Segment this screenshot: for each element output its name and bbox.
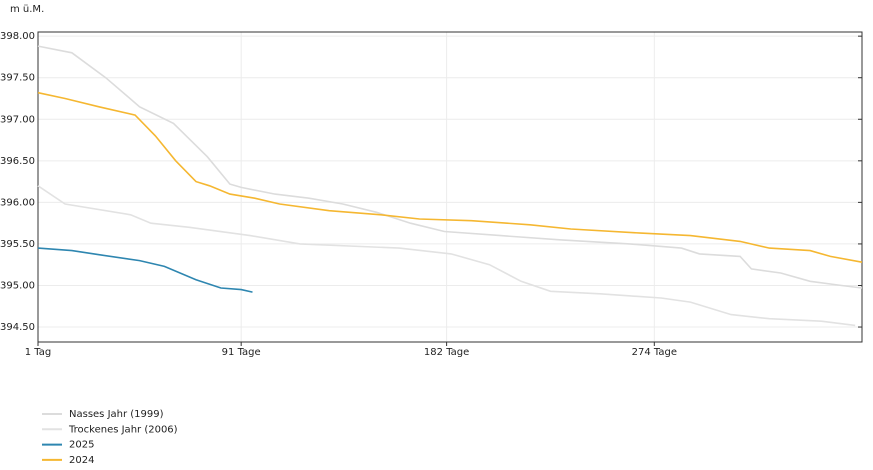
y-tick-label: 398.00 (0, 31, 35, 42)
y-tick-label: 397.00 (0, 114, 35, 125)
x-tick-label: 274 Tage (632, 347, 677, 358)
legend-label: 2024 (69, 455, 94, 466)
x-tick-label: 182 Tage (424, 347, 469, 358)
legend-label: 2025 (69, 440, 94, 451)
legend-label: Trockenes Jahr (2006) (68, 424, 178, 435)
y-tick-label: 395.00 (0, 280, 35, 291)
y-tick-label: 397.50 (0, 73, 35, 84)
legend-label: Nasses Jahr (1999) (69, 409, 164, 420)
x-tick-label: 1 Tag (25, 347, 51, 358)
y-tick-label: 396.50 (0, 156, 35, 167)
plot-frame (37, 31, 863, 343)
y-tick-label: 394.50 (0, 322, 35, 333)
series-line (37, 91, 863, 263)
series-line (37, 247, 253, 293)
x-tick-label: 91 Tage (222, 347, 261, 358)
y-axis-label: m ü.M. (10, 4, 44, 15)
y-tick-label: 396.00 (0, 197, 35, 208)
y-tick-label: 395.50 (0, 239, 35, 250)
series-line (37, 45, 863, 289)
series-line (37, 185, 856, 327)
